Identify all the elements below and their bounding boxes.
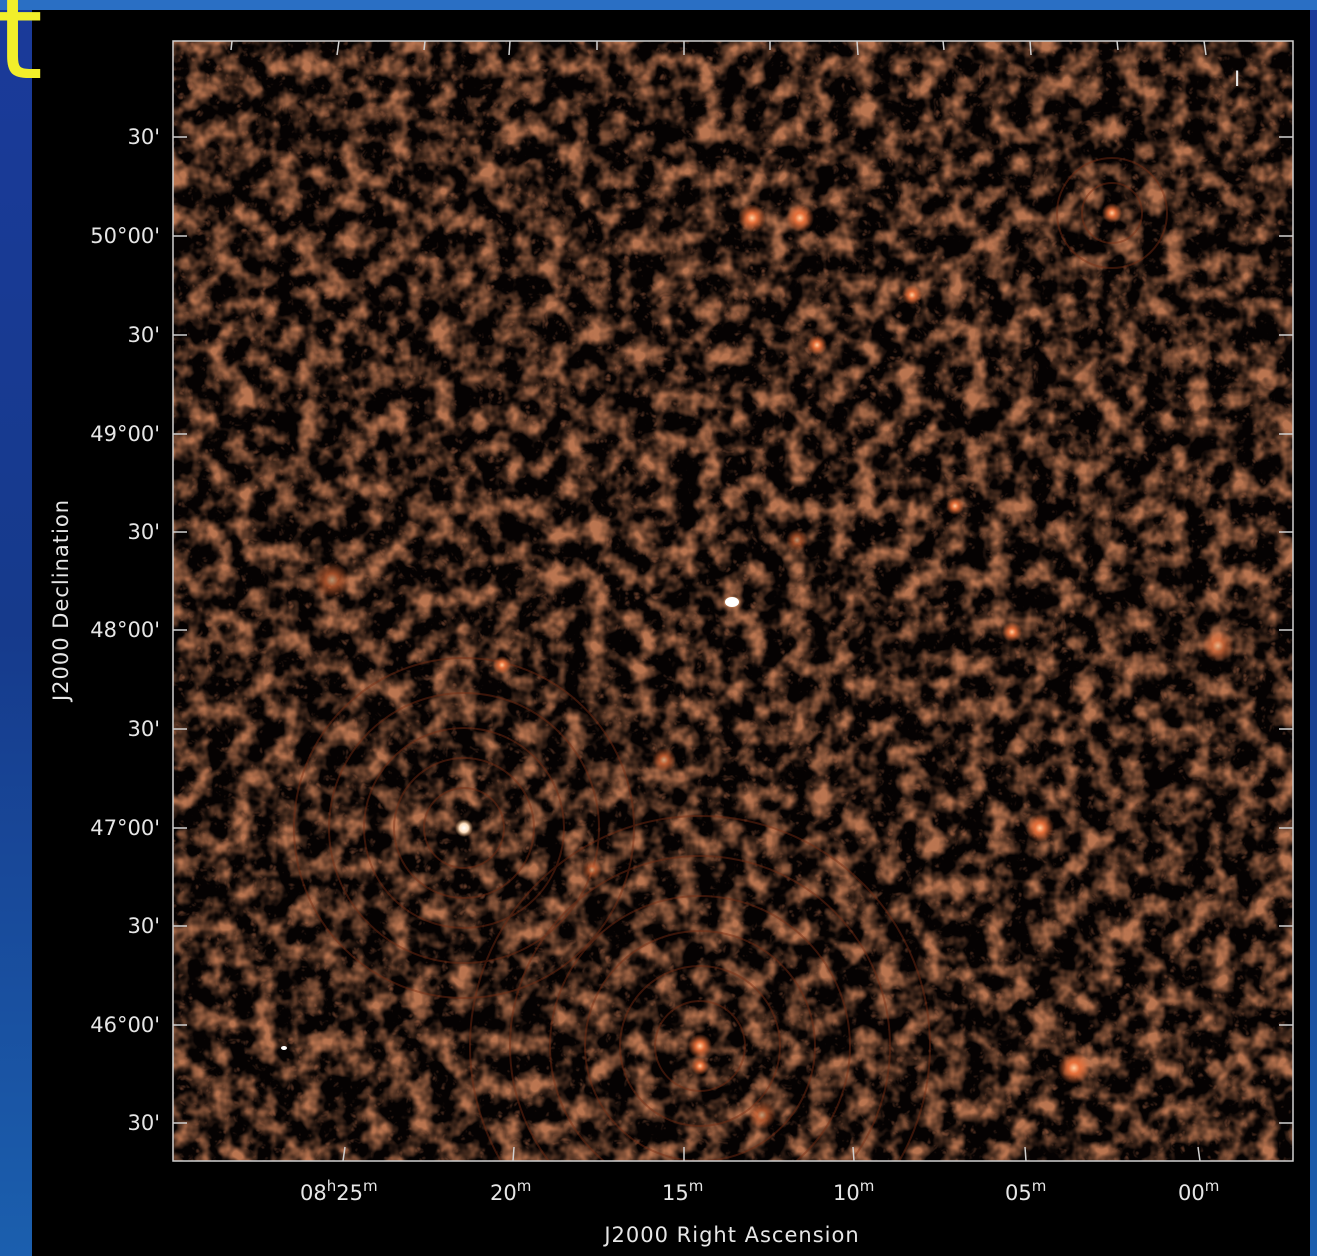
x-tick-label: 08h25m [300, 1177, 378, 1205]
y-tick-label: 48°00' [90, 618, 160, 642]
y-axis-ticks [173, 136, 1293, 1124]
y-tick-label: 30' [128, 125, 161, 149]
y-tick-label: 30' [128, 520, 161, 544]
y-tick-label: 50°00' [90, 224, 160, 248]
x-tick-label: 05m [1005, 1177, 1046, 1205]
plot-frame [172, 40, 1294, 1162]
y-tick-label: 30' [128, 914, 161, 938]
ring-artifacts [293, 157, 1168, 1161]
x-tick-label: 20m [490, 1177, 531, 1205]
x-tick-label: 00m [1178, 1177, 1219, 1205]
y-tick-label: 30' [128, 323, 161, 347]
x-tick-label: 10m [833, 1177, 874, 1205]
x-axis-title: J2000 Right Ascension [602, 1223, 859, 1247]
y-tick-label: 49°00' [90, 422, 160, 446]
y-tick-label: 46°00' [90, 1013, 160, 1037]
radio-sources [314, 203, 1234, 1129]
y-axis-title: J2000 Declination [49, 499, 73, 703]
intensity-map [173, 41, 1293, 1161]
y-tick-label: 47°00' [90, 816, 160, 840]
slide-title: t [0, 0, 44, 107]
plot-svg: I 30' 50°00' 30' 49°00' 30' 48°00' 30' 4… [49, 40, 1294, 1247]
x-tick-label: 15m [662, 1177, 703, 1205]
x-axis-ticks [230, 40, 1207, 1162]
beam-marker [281, 1046, 287, 1050]
y-tick-label: 30' [128, 717, 161, 741]
stokes-label: I [1234, 67, 1240, 91]
radio-image-figure: I 30' 50°00' 30' 49°00' 30' 48°00' 30' 4… [32, 10, 1310, 1256]
y-tick-label: 30' [128, 1111, 161, 1135]
